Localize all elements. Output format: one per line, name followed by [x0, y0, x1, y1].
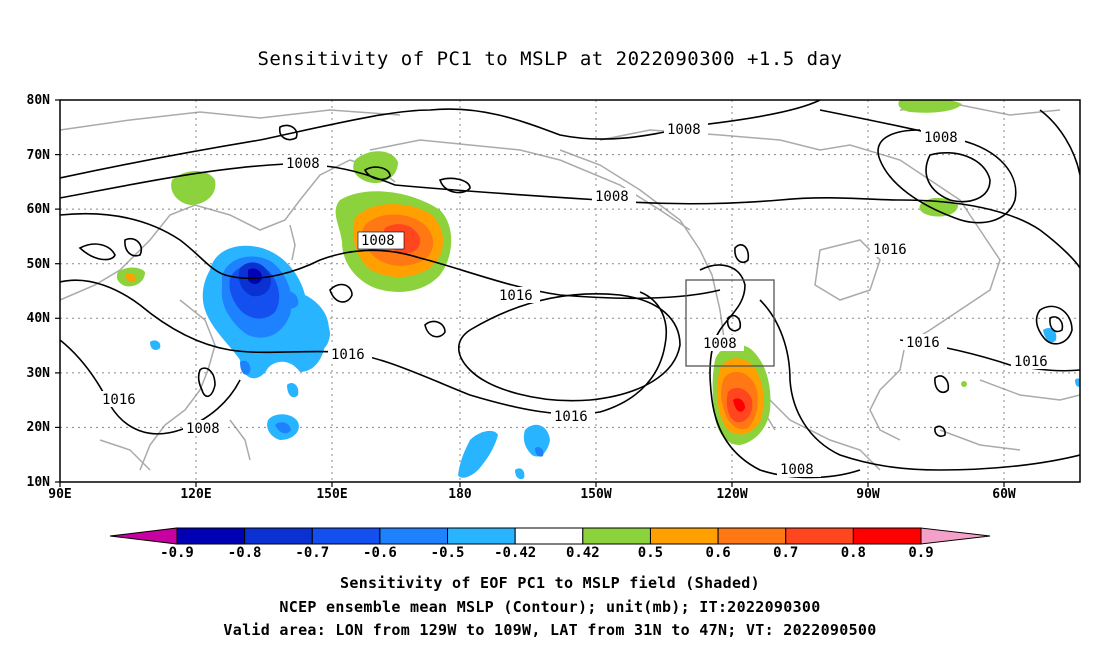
contour-label: 1016 [873, 242, 907, 258]
colorbar-label: -0.9 [160, 545, 194, 561]
colorbar-label: -0.42 [494, 545, 536, 561]
colorbar-label: 0.7 [773, 545, 798, 561]
colorbar: -0.9 -0.8 -0.7 -0.6 -0.5 -0.42 0.42 0.5 0.6 0.7 0.… [109, 527, 991, 561]
lat-label: 10N [27, 475, 51, 490]
colorbar-box [785, 527, 854, 545]
contour-label: 1016 [499, 288, 533, 304]
lat-label: 80N [27, 93, 51, 108]
contour-label: 1008 [595, 189, 629, 205]
colorbar-box [379, 527, 449, 545]
colorbar-box [582, 527, 651, 545]
lon-label: 150W [580, 487, 611, 502]
lat-axis: 80N 70N 60N 50N 40N 30N 20N 10N [27, 93, 51, 490]
colorbar-label: -0.8 [228, 545, 262, 561]
contour-label: 1008 [924, 130, 958, 146]
lat-label: 70N [27, 148, 51, 163]
lon-label: 120E [180, 487, 211, 502]
lon-label: 90E [48, 487, 71, 502]
colorbar-box [176, 527, 246, 545]
lat-label: 60N [27, 202, 51, 217]
colorbar-label: 0.5 [638, 545, 663, 561]
contour-label: 1008 [703, 336, 737, 352]
coastlines [60, 104, 1080, 471]
colorbar-label: -0.5 [431, 545, 465, 561]
lat-label: 20N [27, 420, 51, 435]
axis-ticks [55, 99, 1005, 487]
footer-line-1: Sensitivity of EOF PC1 to MSLP field (Sh… [340, 574, 760, 592]
shaded-sensitivity [116, 100, 1080, 480]
contour-label: 1016 [554, 409, 588, 425]
lon-label: 90W [856, 487, 880, 502]
lon-label: 150E [316, 487, 347, 502]
colorbar-box [244, 527, 313, 545]
contour-label: 1008 [361, 233, 395, 249]
colorbar-box [514, 527, 584, 545]
colorbar-low-end [109, 527, 178, 545]
lat-label: 50N [27, 257, 51, 272]
contour-label: 1016 [102, 392, 136, 408]
contour-label: 1008 [286, 156, 320, 172]
contour-label: 1016 [331, 347, 365, 363]
colorbar-label: 0.9 [908, 545, 933, 561]
colorbar-box [717, 527, 787, 545]
colorbar-label: -0.7 [295, 545, 329, 561]
colorbar-box [311, 527, 381, 545]
map-title: Sensitivity of PC1 to MSLP at 2022090300… [257, 48, 843, 70]
lon-label: 120W [716, 487, 747, 502]
colorbar-label: 0.42 [566, 545, 600, 561]
colorbar-box [649, 527, 719, 545]
contour-label: 1016 [1014, 354, 1048, 370]
lat-label: 40N [27, 311, 51, 326]
contour-label: 1016 [906, 335, 940, 351]
colorbar-high-end [920, 527, 991, 545]
lon-label: 180 [448, 487, 472, 502]
valid-area-box [685, 279, 775, 367]
footer-line-3: Valid area: LON from 129W to 109W, LAT f… [223, 621, 877, 639]
contour-label: 1008 [667, 122, 701, 138]
lon-label: 60W [992, 487, 1016, 502]
lon-axis: 90E 120E 150E 180 150W 120W 90W 60W [48, 487, 1016, 502]
colorbar-box [852, 527, 922, 545]
contour-label: 1008 [186, 421, 220, 437]
contour-labels: 1008 1008 1008 1008 1008 1008 1008 1016 … [99, 121, 1055, 478]
footer-line-2: NCEP ensemble mean MSLP (Contour); unit(… [279, 598, 821, 616]
colorbar-box [447, 527, 516, 545]
lat-label: 30N [27, 366, 51, 381]
colorbar-label: -0.6 [363, 545, 397, 561]
contour-label: 1008 [780, 462, 814, 478]
colorbar-label: 0.8 [841, 545, 866, 561]
colorbar-label: 0.6 [705, 545, 730, 561]
